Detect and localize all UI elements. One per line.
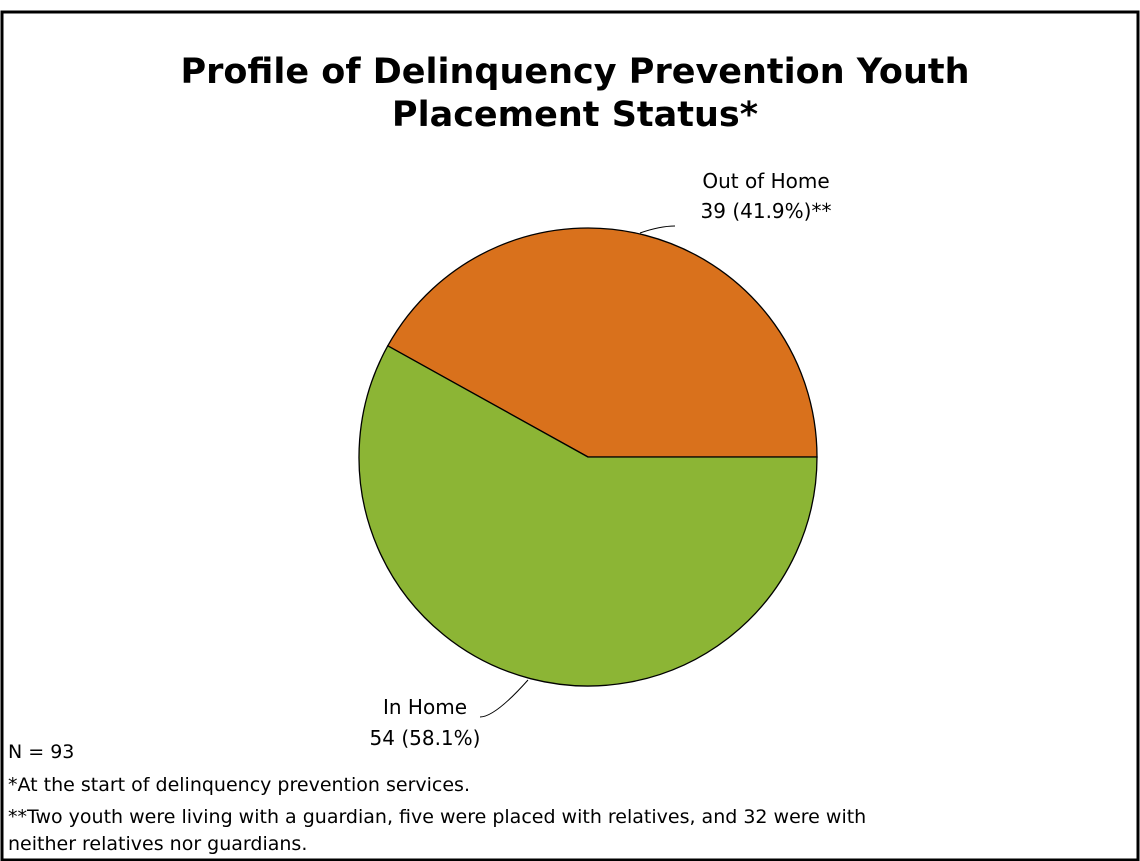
footnote: neither relatives nor guardians. — [8, 833, 307, 855]
pie-slice — [358, 344, 818, 687]
slice-label: Out of Home — [702, 169, 829, 193]
footnote: **Two youth were living with a guardian,… — [8, 806, 866, 828]
leader-line — [639, 225, 676, 234]
footnote: *At the start of delinquency prevention … — [8, 774, 470, 796]
value-label: 39 (41.9%)** — [701, 199, 832, 223]
slice-label: In Home — [383, 695, 467, 719]
n-label: N = 93 — [8, 741, 74, 763]
pie-slice — [386, 227, 818, 458]
chart-title: Placement Status* — [392, 95, 758, 135]
value-label: 54 (58.1%) — [370, 726, 481, 750]
leader-line — [479, 679, 529, 718]
chart-title: Profile of Delinquency Prevention Youth — [180, 52, 969, 92]
